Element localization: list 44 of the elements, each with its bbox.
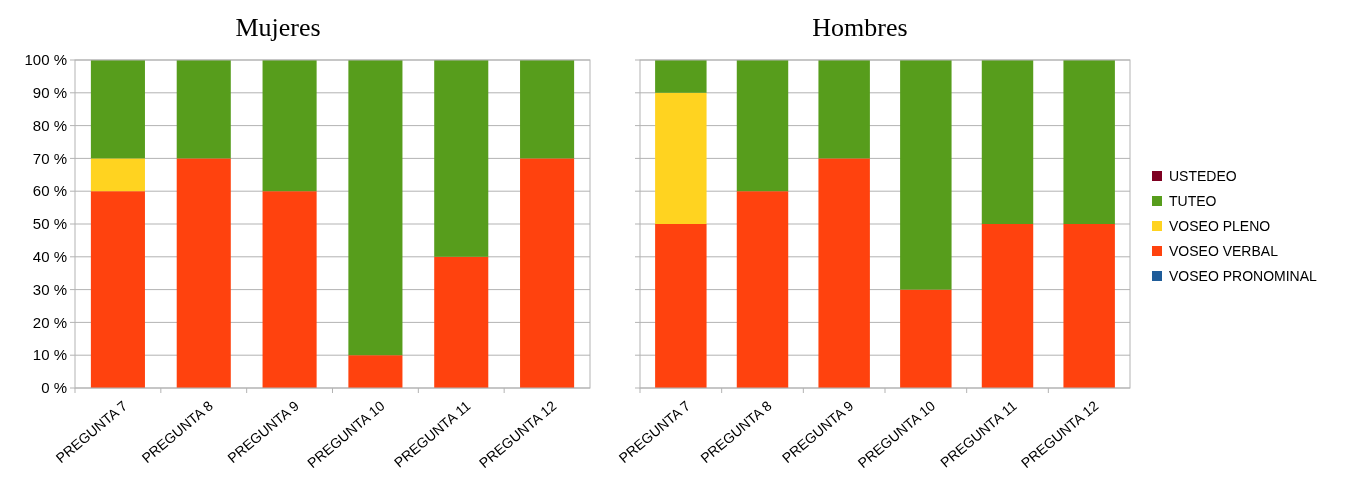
chart-title: Hombres xyxy=(812,13,908,42)
y-tick-label: 10 % xyxy=(32,346,67,364)
bar xyxy=(981,224,1034,388)
y-tick-label: 60 % xyxy=(32,182,67,200)
bar xyxy=(520,60,575,159)
y-tick-label: 50 % xyxy=(32,215,67,233)
bar xyxy=(1063,60,1115,224)
bar xyxy=(736,191,789,388)
bar xyxy=(176,60,231,159)
bar xyxy=(434,256,489,388)
bar xyxy=(348,355,403,388)
bar xyxy=(655,224,707,388)
bar xyxy=(736,60,789,192)
y-tick-label: 100 % xyxy=(24,51,67,69)
y-tick-label: 80 % xyxy=(32,116,67,134)
legend-label: USTEDEO xyxy=(1169,167,1237,184)
y-tick-label: 30 % xyxy=(32,280,67,298)
bar xyxy=(90,191,145,388)
y-tick-label: 40 % xyxy=(32,248,67,266)
y-tick-label: 70 % xyxy=(32,149,67,167)
chart-title: Mujeres xyxy=(235,13,321,42)
y-tick-label: 0 % xyxy=(41,379,67,397)
bar xyxy=(176,158,231,388)
bar xyxy=(818,158,870,388)
bar xyxy=(262,60,317,192)
bar xyxy=(262,191,317,388)
bar xyxy=(900,289,952,388)
y-tick-label: 20 % xyxy=(32,313,67,331)
legend-label: VOSEO VERBAL xyxy=(1169,242,1279,259)
bar xyxy=(981,60,1034,224)
bar xyxy=(900,60,952,290)
bar xyxy=(1063,224,1115,388)
bar xyxy=(520,158,575,388)
bar xyxy=(90,158,145,192)
legend-label: VOSEO PRONOMINAL xyxy=(1169,267,1318,284)
bar xyxy=(655,92,707,224)
bar xyxy=(348,60,403,356)
bar xyxy=(434,60,489,257)
bar xyxy=(90,60,145,159)
bar xyxy=(655,60,707,93)
y-tick-label: 90 % xyxy=(32,84,67,102)
bar xyxy=(818,60,870,159)
legend-label: VOSEO PLENO xyxy=(1169,217,1271,234)
legend-label: TUTEO xyxy=(1169,192,1217,209)
